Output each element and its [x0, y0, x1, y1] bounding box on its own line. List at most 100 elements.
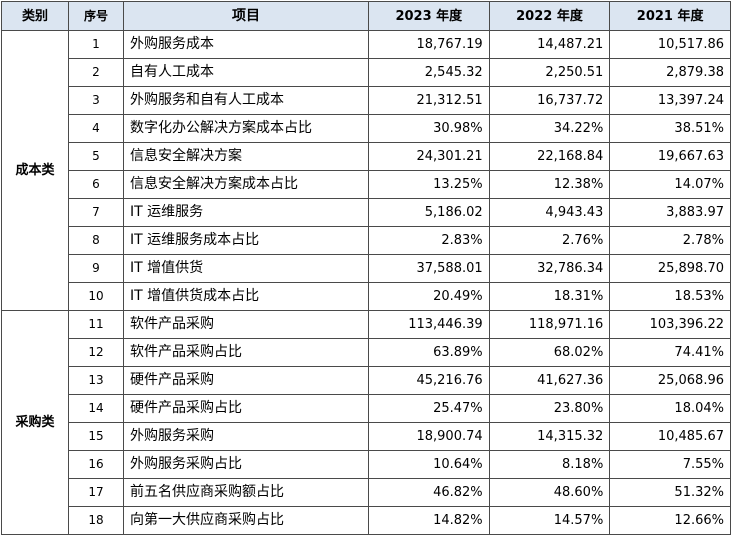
table-row: 2 自有人工成本 2,545.32 2,250.51 2,879.38: [2, 58, 731, 87]
table-row: 16 外购服务采购占比 10.64% 8.18% 7.55%: [2, 450, 731, 479]
seq-cell: 11: [68, 310, 124, 339]
seq-cell: 7: [68, 198, 124, 227]
item-cell: 软件产品采购占比: [123, 338, 369, 367]
value-2023-cell: 24,301.21: [368, 142, 490, 171]
category-cell: 采购类: [1, 310, 69, 535]
value-2023-cell: 30.98%: [368, 114, 490, 143]
item-cell: 信息安全解决方案成本占比: [123, 170, 369, 199]
value-2021-cell: 10,517.86: [609, 30, 731, 59]
seq-cell: 6: [68, 170, 124, 199]
item-cell: IT 运维服务成本占比: [123, 226, 369, 255]
table-body: 成本类 1 外购服务成本 18,767.19 14,487.21 10,517.86 2 自有…: [1, 30, 731, 535]
item-cell: 硬件产品采购占比: [123, 394, 369, 423]
table-row: 9 IT 增值供货 37,588.01 32,786.34 25,898.70: [2, 254, 731, 283]
table-row: 4 数字化办公解决方案成本占比 30.98% 34.22% 38.51%: [2, 114, 731, 143]
value-2021-cell: 19,667.63: [609, 142, 731, 171]
table-row: 10 IT 增值供货成本占比 20.49% 18.31% 18.53%: [2, 282, 731, 311]
value-2023-cell: 13.25%: [368, 170, 490, 199]
seq-cell: 16: [68, 450, 124, 479]
item-cell: 外购服务和自有人工成本: [123, 86, 369, 115]
value-2021-cell: 2,879.38: [609, 58, 731, 87]
value-2021-cell: 18.53%: [609, 282, 731, 311]
table-row: 3 外购服务和自有人工成本 21,312.51 16,737.72 13,397.24: [2, 86, 731, 115]
value-2021-cell: 12.66%: [609, 506, 731, 535]
header-2021: 2021 年度: [609, 1, 731, 31]
value-2023-cell: 21,312.51: [368, 86, 490, 115]
value-2022-cell: 14,487.21: [488, 30, 611, 59]
value-2022-cell: 14.57%: [488, 506, 611, 535]
value-2021-cell: 10,485.67: [609, 422, 731, 451]
table-row: 8 IT 运维服务成本占比 2.83% 2.76% 2.78%: [2, 226, 731, 255]
value-2023-cell: 45,216.76: [368, 366, 490, 395]
value-2023-cell: 63.89%: [368, 338, 490, 367]
value-2023-cell: 18,900.74: [368, 422, 490, 451]
category-cell: 成本类: [1, 30, 69, 311]
table-row: 12 软件产品采购占比 63.89% 68.02% 74.41%: [2, 338, 731, 367]
value-2023-cell: 2,545.32: [368, 58, 490, 87]
table-row: 6 信息安全解决方案成本占比 13.25% 12.38% 14.07%: [2, 170, 731, 199]
value-2022-cell: 68.02%: [488, 338, 611, 367]
value-2021-cell: 2.78%: [609, 226, 731, 255]
table-row: 7 IT 运维服务 5,186.02 4,943.43 3,883.97: [2, 198, 731, 227]
seq-cell: 12: [68, 338, 124, 367]
value-2023-cell: 2.83%: [368, 226, 490, 255]
value-2022-cell: 16,737.72: [488, 86, 611, 115]
seq-cell: 10: [68, 282, 124, 311]
header-item: 项目: [123, 1, 369, 31]
item-cell: 外购服务采购: [123, 422, 369, 451]
item-cell: IT 运维服务: [123, 198, 369, 227]
table-row: 成本类 1 外购服务成本 18,767.19 14,487.21 10,517.86: [1, 30, 731, 311]
table-row: 5 信息安全解决方案 24,301.21 22,168.84 19,667.63: [2, 142, 731, 171]
value-2021-cell: 3,883.97: [609, 198, 731, 227]
value-2021-cell: 13,397.24: [609, 86, 731, 115]
seq-cell: 3: [68, 86, 124, 115]
header-2023: 2023 年度: [368, 1, 490, 31]
header-category: 类别: [1, 1, 69, 31]
item-cell: 前五名供应商采购额占比: [123, 478, 369, 507]
header-seq: 序号: [68, 1, 124, 31]
value-2022-cell: 14,315.32: [488, 422, 611, 451]
seq-cell: 8: [68, 226, 124, 255]
seq-cell: 4: [68, 114, 124, 143]
item-cell: 外购服务采购占比: [123, 450, 369, 479]
value-2022-cell: 8.18%: [488, 450, 611, 479]
value-2021-cell: 14.07%: [609, 170, 731, 199]
value-2021-cell: 51.32%: [609, 478, 731, 507]
item-cell: IT 增值供货成本占比: [123, 282, 369, 311]
item-cell: 自有人工成本: [123, 58, 369, 87]
value-2023-cell: 5,186.02: [368, 198, 490, 227]
value-2022-cell: 48.60%: [488, 478, 611, 507]
value-2022-cell: 41,627.36: [488, 366, 611, 395]
seq-cell: 13: [68, 366, 124, 395]
value-2023-cell: 20.49%: [368, 282, 490, 311]
seq-cell: 17: [68, 478, 124, 507]
value-2022-cell: 23.80%: [488, 394, 611, 423]
value-2023-cell: 46.82%: [368, 478, 490, 507]
seq-cell: 15: [68, 422, 124, 451]
item-cell: 硬件产品采购: [123, 366, 369, 395]
value-2023-cell: 18,767.19: [368, 30, 490, 59]
value-2022-cell: 118,971.16: [488, 310, 611, 339]
value-2022-cell: 4,943.43: [488, 198, 611, 227]
item-cell: 信息安全解决方案: [123, 142, 369, 171]
item-cell: 软件产品采购: [123, 310, 369, 339]
table-row: 18 向第一大供应商采购占比 14.82% 14.57% 12.66%: [2, 506, 731, 535]
value-2021-cell: 25,068.96: [609, 366, 731, 395]
value-2022-cell: 12.38%: [488, 170, 611, 199]
value-2021-cell: 7.55%: [609, 450, 731, 479]
value-2022-cell: 18.31%: [488, 282, 611, 311]
value-2023-cell: 25.47%: [368, 394, 490, 423]
seq-cell: 18: [68, 506, 124, 535]
value-2022-cell: 22,168.84: [488, 142, 611, 171]
value-2022-cell: 2.76%: [488, 226, 611, 255]
seq-cell: 9: [68, 254, 124, 283]
item-cell: 外购服务成本: [123, 30, 369, 59]
value-2021-cell: 38.51%: [609, 114, 731, 143]
header-2022: 2022 年度: [488, 1, 611, 31]
table-row: 15 外购服务采购 18,900.74 14,315.32 10,485.67: [2, 422, 731, 451]
value-2023-cell: 113,446.39: [368, 310, 490, 339]
value-2021-cell: 25,898.70: [609, 254, 731, 283]
value-2023-cell: 14.82%: [368, 506, 490, 535]
value-2021-cell: 103,396.22: [609, 310, 731, 339]
seq-cell: 14: [68, 394, 124, 423]
